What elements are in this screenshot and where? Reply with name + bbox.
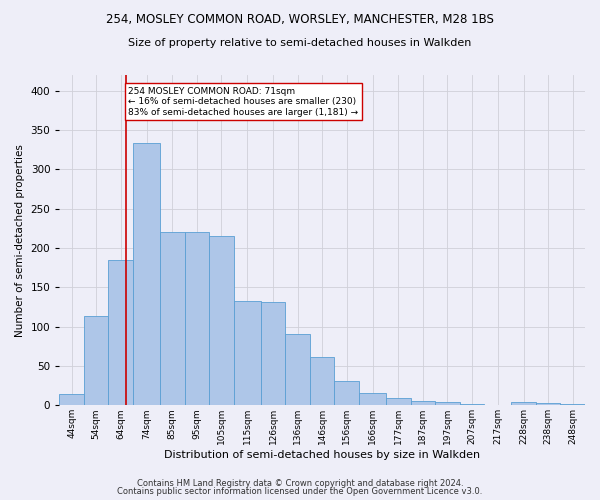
Bar [484,404,511,406]
Bar [185,232,209,406]
Bar [536,403,560,406]
Bar [261,302,286,406]
Bar [386,398,410,406]
Bar [310,358,334,406]
Bar [410,402,435,406]
Bar [560,404,585,406]
Bar [359,394,386,406]
Bar [109,260,133,406]
Bar [59,394,84,406]
Text: 254 MOSLEY COMMON ROAD: 71sqm
← 16% of semi-detached houses are smaller (230)
83: 254 MOSLEY COMMON ROAD: 71sqm ← 16% of s… [128,87,358,117]
Bar [286,334,310,406]
Text: Contains public sector information licensed under the Open Government Licence v3: Contains public sector information licen… [118,487,482,496]
Bar [160,232,185,406]
Text: Size of property relative to semi-detached houses in Walkden: Size of property relative to semi-detach… [128,38,472,48]
Bar [209,236,234,406]
Bar [133,144,160,406]
X-axis label: Distribution of semi-detached houses by size in Walkden: Distribution of semi-detached houses by … [164,450,480,460]
Text: Contains HM Land Registry data © Crown copyright and database right 2024.: Contains HM Land Registry data © Crown c… [137,478,463,488]
Bar [460,404,484,406]
Bar [511,402,536,406]
Y-axis label: Number of semi-detached properties: Number of semi-detached properties [15,144,25,336]
Text: 254, MOSLEY COMMON ROAD, WORSLEY, MANCHESTER, M28 1BS: 254, MOSLEY COMMON ROAD, WORSLEY, MANCHE… [106,12,494,26]
Bar [234,302,261,406]
Bar [334,381,359,406]
Bar [84,316,109,406]
Bar [435,402,460,406]
